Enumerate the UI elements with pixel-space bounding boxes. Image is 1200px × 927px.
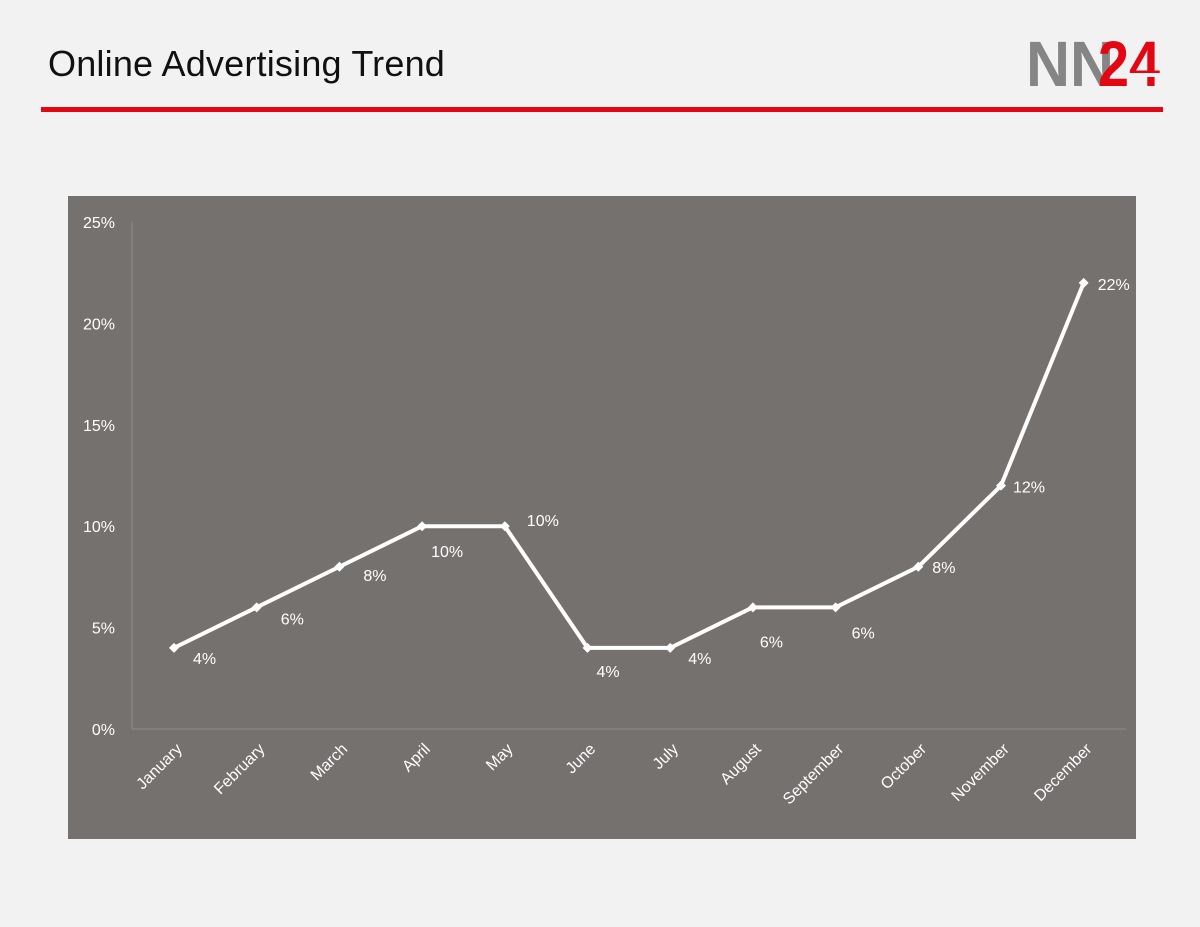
y-tick-label: 20%	[83, 316, 115, 333]
data-label: 6%	[760, 634, 783, 651]
data-point-marker	[1078, 277, 1089, 288]
data-point-marker	[251, 602, 262, 613]
title-divider	[41, 107, 1163, 112]
logo-nn-text: NN	[1028, 29, 1114, 89]
y-tick-label: 15%	[83, 418, 115, 435]
data-point-marker	[665, 642, 676, 653]
data-point-marker	[417, 521, 428, 532]
data-point-marker	[499, 521, 510, 532]
series-line	[172, 280, 1086, 650]
nn24-logo: NN 24	[1028, 29, 1164, 89]
data-label: 8%	[363, 568, 386, 585]
data-label: 22%	[1098, 277, 1130, 294]
data-point-marker	[747, 602, 758, 613]
data-label: 6%	[281, 611, 304, 628]
data-label: 10%	[431, 544, 463, 561]
y-tick-label: 10%	[83, 519, 115, 536]
data-label: 12%	[1013, 480, 1045, 497]
data-label: 4%	[193, 651, 216, 668]
y-tick-label: 0%	[92, 722, 115, 739]
data-label: 4%	[688, 651, 711, 668]
data-point-marker	[582, 642, 593, 653]
logo-accent-bar	[1120, 73, 1164, 77]
plot-area	[68, 196, 1136, 839]
data-point-marker	[913, 561, 924, 572]
data-label: 4%	[597, 664, 620, 681]
page-title: Online Advertising Trend	[48, 43, 446, 84]
logo-24-text: 24	[1098, 29, 1160, 89]
data-label: 6%	[852, 625, 875, 642]
data-label: 10%	[527, 513, 559, 530]
data-point-marker	[996, 480, 1006, 491]
y-tick-label: 25%	[83, 215, 115, 232]
data-labels: 4% 6% 8% 10% 10% 4% 4% 6% 6% 8% 12% 22%	[193, 277, 1130, 681]
data-point-marker	[830, 602, 841, 613]
data-label: 8%	[932, 560, 955, 577]
y-axis-ticks: 0% 5% 10% 15% 20% 25%	[83, 215, 115, 739]
y-tick-label: 5%	[92, 621, 115, 638]
data-point-marker	[334, 561, 345, 572]
data-point-marker	[169, 642, 179, 653]
data-markers	[169, 277, 1089, 653]
